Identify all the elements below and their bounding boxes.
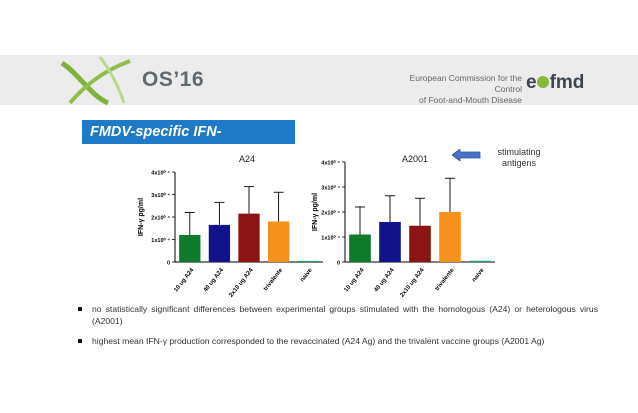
bar	[297, 260, 319, 262]
chart-title: A2001	[402, 154, 428, 164]
arrow-left-icon	[452, 149, 481, 161]
x-tick-label: trivalente	[434, 267, 456, 292]
x-tick-label: 10 ug A24	[173, 267, 195, 293]
y-tick-label: 1x10⁰ ⁴	[321, 235, 340, 242]
stimulating-antigens-note: stimulating antigens	[484, 147, 554, 169]
organisation-name: European Commission for the Control of F…	[392, 73, 522, 106]
annotation-line-1: stimulating	[497, 147, 541, 157]
chart-title: A24	[239, 154, 255, 164]
bar	[409, 225, 431, 262]
y-tick-label: 0	[337, 261, 340, 267]
bar	[179, 235, 201, 262]
x-tick-label: 40 ug A24	[203, 267, 225, 293]
eufmd-logo: e fmd	[526, 72, 584, 94]
y-tick-label: 3x10⁰ ⁴	[151, 192, 170, 199]
x-tick-label: trivalente	[263, 267, 285, 292]
y-axis-label: IFN-γ pg/ml	[312, 193, 319, 231]
x-tick-label: naive	[300, 267, 315, 283]
y-tick-label: 2x10⁰ ⁴	[151, 215, 170, 222]
y-tick-label: 4x10⁰ ⁴	[151, 170, 170, 177]
bar	[379, 222, 401, 262]
organisation-line-1: European Commission for the Control	[409, 73, 522, 94]
bar	[439, 212, 461, 262]
bullet-list: no statistically significant differences…	[78, 303, 598, 355]
organisation-line-2: of Foot-and-Mouth Disease	[419, 95, 522, 105]
slide-title: FMDV-specific IFN-γproduction	[82, 120, 295, 164]
x-tick-label: 2x10 ug A24	[228, 267, 255, 299]
os16-logo-swirl	[60, 56, 131, 105]
conference-name: OS’16	[142, 68, 205, 91]
charts-canvas: A24 0 1x10⁰ ⁴ 2x10⁰ ⁴ 3x10⁰ ⁴ 4x10⁰ ⁴ IFN-γ pg…	[138, 154, 495, 299]
globe-icon	[536, 75, 549, 88]
bar	[349, 234, 371, 262]
bar	[238, 213, 260, 262]
bullet-item: highest mean IFN-γ production correspond…	[78, 335, 598, 347]
bar	[469, 260, 491, 262]
y-tick-label: 3x10⁰ ⁴	[321, 185, 340, 192]
x-tick-label: naive	[471, 267, 486, 283]
y-tick-label: 4x10⁰ ⁴	[321, 160, 340, 167]
y-axis-label: IFN-γ pg/ml	[138, 198, 145, 236]
y-tick-label: 0	[167, 261, 170, 267]
y-tick-label: 1x10⁰ ⁴	[151, 237, 170, 244]
y-tick-label: 2x10⁰ ⁴	[321, 210, 340, 217]
bar	[208, 224, 231, 262]
brand-prefix: e	[526, 72, 537, 93]
annotation-line-2: antigens	[501, 158, 537, 168]
x-tick-label: 10 ug A24	[344, 267, 366, 293]
brand-suffix: fmd	[549, 72, 585, 93]
x-tick-label: 40 ug A24	[374, 267, 396, 293]
x-tick-label: 2x10 ug A24	[399, 267, 426, 299]
bullet-item: no statistically significant differences…	[78, 303, 598, 327]
bar	[267, 221, 290, 262]
